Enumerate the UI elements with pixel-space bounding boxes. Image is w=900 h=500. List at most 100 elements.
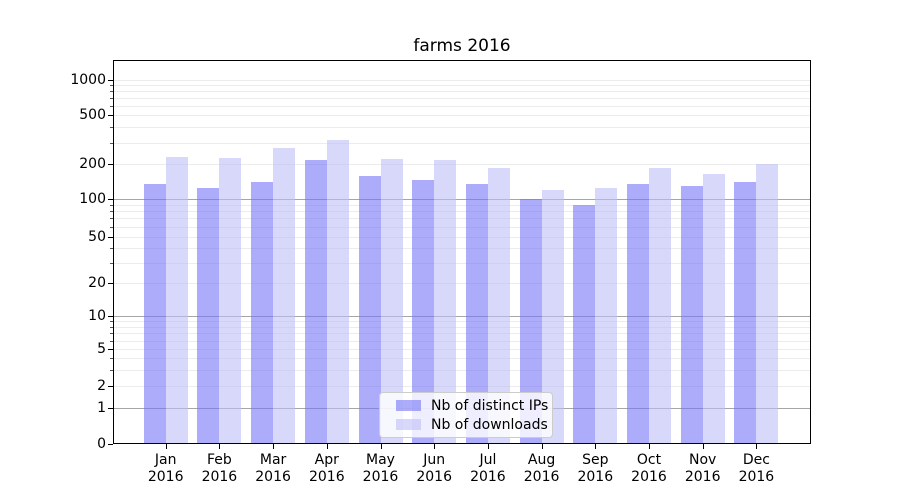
gridline-minor <box>113 262 811 264</box>
y-minor-tick <box>110 98 113 99</box>
x-tick <box>219 444 221 449</box>
y-minor-tick <box>110 211 113 213</box>
bar-downloads <box>756 164 779 444</box>
y-tick-label: 500 <box>79 107 106 123</box>
y-minor-tick <box>110 248 113 249</box>
gridline-minor <box>113 226 811 228</box>
gridline-minor <box>113 164 811 166</box>
bar-distinct-ips <box>412 180 435 444</box>
bar-downloads <box>219 158 242 444</box>
y-tick <box>108 236 113 238</box>
x-tick <box>380 444 382 449</box>
bar-downloads <box>434 160 457 444</box>
y-tick-label: 2 <box>97 377 106 394</box>
gridline-minor <box>113 283 811 285</box>
y-minor-tick <box>110 262 113 264</box>
x-tick <box>165 444 167 449</box>
y-tick-label: 50 <box>88 228 106 245</box>
y-tick-label: 5 <box>97 341 106 358</box>
y-tick <box>108 199 113 200</box>
y-tick <box>108 408 113 409</box>
y-minor-tick <box>110 320 113 322</box>
x-tick-label: Oct 2016 <box>631 452 667 485</box>
gridline-minor <box>113 105 811 107</box>
y-tick <box>108 115 113 116</box>
y-minor-tick <box>110 358 113 360</box>
bar-downloads <box>649 168 671 444</box>
legend-item-downloads: Nb of downloads <box>396 417 552 433</box>
bar-distinct-ips <box>680 185 703 444</box>
bar-downloads <box>326 139 349 444</box>
gridline-minor <box>113 369 811 371</box>
y-minor-tick <box>110 142 113 144</box>
y-minor-tick <box>110 218 113 220</box>
gridline-minor <box>113 80 811 81</box>
y-tick <box>108 283 113 285</box>
y-minor-tick <box>110 333 113 334</box>
x-tick <box>326 444 328 449</box>
y-tick <box>108 385 113 387</box>
gridline-minor <box>113 340 811 342</box>
bar-distinct-ips <box>251 182 274 444</box>
bar-downloads <box>273 148 296 444</box>
y-minor-tick <box>110 204 113 206</box>
gridline-minor <box>113 85 811 87</box>
x-tick <box>649 444 650 449</box>
y-tick-label: 1 <box>97 400 106 416</box>
x-tick-label: Jan 2016 <box>147 452 184 485</box>
x-tick <box>595 444 597 449</box>
bar-downloads <box>487 168 510 444</box>
bar-downloads <box>595 187 618 444</box>
gridline-minor <box>113 358 811 360</box>
x-tick-label: Nov 2016 <box>684 452 721 485</box>
x-tick-label: Apr 2016 <box>308 452 345 485</box>
bar-distinct-ips <box>734 182 757 444</box>
y-tick-label: 20 <box>88 275 106 292</box>
gridline-minor <box>113 127 811 128</box>
gridline-minor <box>113 385 811 387</box>
y-minor-tick <box>110 91 113 93</box>
y-minor-tick <box>110 326 113 328</box>
x-tick <box>541 444 543 449</box>
bar-distinct-ips <box>304 160 327 444</box>
x-tick <box>702 444 704 449</box>
bar-distinct-ips <box>143 184 166 444</box>
y-tick-label: 10 <box>88 307 106 324</box>
gridline-minor <box>113 98 811 99</box>
y-tick-label: 1000 <box>70 72 106 88</box>
bar-distinct-ips <box>465 184 488 444</box>
gridline-minor <box>113 248 811 249</box>
y-minor-tick <box>110 105 113 107</box>
bar-distinct-ips <box>573 204 596 444</box>
gridline-minor <box>113 320 811 322</box>
y-tick-label: 100 <box>79 191 106 207</box>
legend-item-distinct-ips: Nb of distinct IPs <box>396 398 552 414</box>
legend-swatch-downloads <box>396 419 421 430</box>
x-tick-label: May 2016 <box>362 452 399 485</box>
gridline-minor <box>113 326 811 328</box>
gridline-major <box>113 315 811 317</box>
x-tick <box>434 444 436 449</box>
gridline-minor <box>113 333 811 334</box>
y-minor-tick <box>110 226 113 228</box>
x-tick-label: Jul 2016 <box>470 452 506 485</box>
x-tick-label: Sep 2016 <box>577 452 614 485</box>
y-tick-label: 200 <box>79 156 106 173</box>
y-minor-tick <box>110 127 113 128</box>
y-tick-label: 0 <box>97 436 106 452</box>
gridline-minor <box>113 115 811 116</box>
x-tick-label: Aug 2016 <box>523 452 560 485</box>
bar-downloads <box>165 156 188 444</box>
bar-distinct-ips <box>519 199 542 444</box>
bar-downloads <box>380 159 403 444</box>
x-tick <box>273 444 275 449</box>
gridline-minor <box>113 349 811 351</box>
gridline-minor <box>113 218 811 220</box>
gridline-minor <box>113 142 811 144</box>
bar-distinct-ips <box>358 175 381 444</box>
gridline-minor <box>113 211 811 213</box>
y-minor-tick <box>110 340 113 342</box>
legend-label: Nb of distinct IPs <box>431 397 549 414</box>
x-tick-label: Mar 2016 <box>255 452 291 485</box>
